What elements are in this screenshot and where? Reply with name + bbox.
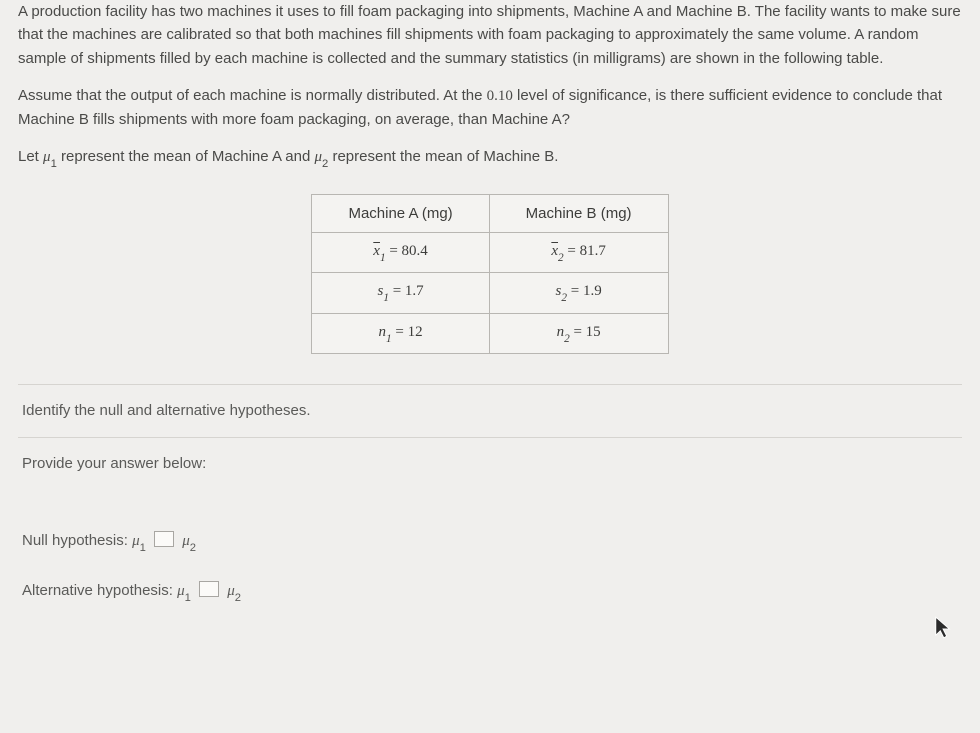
mu2-sub: 2 (322, 158, 328, 170)
null-hypothesis-line: Null hypothesis: μ1 μ2 (22, 529, 958, 555)
cell-n-b: n2 = 15 (489, 313, 668, 353)
mu1-symbol: μ (43, 149, 51, 165)
null-mu1: μ (132, 533, 140, 549)
null-mu2: μ (182, 533, 190, 549)
let-mid: represent the mean of Machine A and (57, 148, 315, 165)
alt-mu1: μ (177, 583, 185, 599)
let-statement: Let μ1 represent the mean of Machine A a… (18, 145, 962, 171)
alt-hypothesis-line: Alternative hypothesis: μ1 μ2 (22, 579, 958, 605)
let-pre: Let (18, 148, 43, 165)
null-mu1-sub: 1 (140, 542, 146, 554)
summary-table: Machine A (mg) Machine B (mg) x1 = 80.4 … (311, 194, 668, 355)
col-header-a: Machine A (mg) (312, 194, 489, 232)
cell-sd-a: s1 = 1.7 (312, 273, 489, 313)
cursor-icon (934, 615, 952, 641)
null-label: Null hypothesis: (22, 532, 132, 549)
null-relation-input[interactable] (154, 531, 174, 547)
alt-relation-input[interactable] (199, 581, 219, 597)
identify-label: Identify the null and alternative hypoth… (22, 402, 311, 419)
problem-paragraph-1: A production facility has two machines i… (18, 0, 962, 70)
answer-area: Null hypothesis: μ1 μ2 Alternative hypot… (18, 489, 962, 616)
cell-sd-b: s2 = 1.9 (489, 273, 668, 313)
problem-statement: A production facility has two machines i… (18, 0, 962, 172)
alt-mu2: μ (227, 583, 235, 599)
col-header-b: Machine B (mg) (489, 194, 668, 232)
para2-pre: Assume that the output of each machine i… (18, 87, 487, 104)
alt-label: Alternative hypothesis: (22, 582, 177, 599)
null-mu2-sub: 2 (190, 542, 196, 554)
provide-row: Provide your answer below: (18, 437, 962, 489)
summary-table-wrap: Machine A (mg) Machine B (mg) x1 = 80.4 … (18, 194, 962, 355)
mu1-sub: 1 (51, 158, 57, 170)
cell-mean-b: x2 = 81.7 (489, 232, 668, 272)
problem-paragraph-2: Assume that the output of each machine i… (18, 84, 962, 132)
identify-row: Identify the null and alternative hypoth… (18, 384, 962, 436)
provide-label: Provide your answer below: (22, 455, 206, 472)
alt-mu1-sub: 1 (185, 592, 191, 604)
cell-mean-a: x1 = 80.4 (312, 232, 489, 272)
let-post: represent the mean of Machine B. (328, 148, 558, 165)
mu2-symbol: μ (315, 149, 323, 165)
significance-level: 0.10 (487, 88, 513, 104)
alt-mu2-sub: 2 (235, 592, 241, 604)
cell-n-a: n1 = 12 (312, 313, 489, 353)
